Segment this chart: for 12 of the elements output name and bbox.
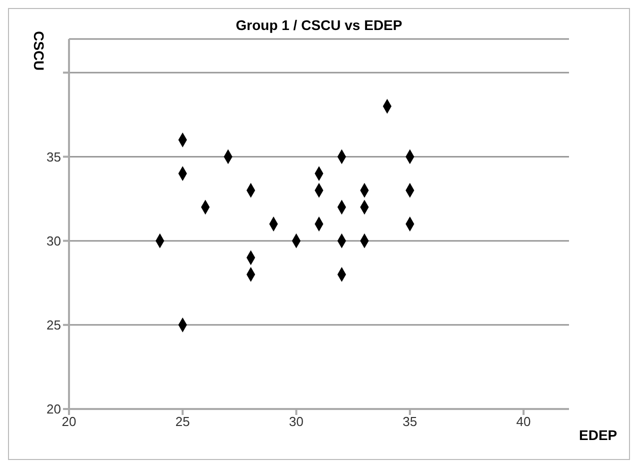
x-tick-label: 20 (62, 414, 76, 430)
x-axis-title: EDEP (579, 426, 618, 443)
y-axis-title: CSCU (31, 31, 47, 71)
chart-title: Group 1 / CSCU vs EDEP (236, 17, 402, 33)
x-tick-label: 25 (175, 414, 190, 430)
y-tick-label: 35 (46, 149, 61, 164)
y-tick-label: 20 (46, 402, 61, 417)
y-tick-label: 25 (46, 318, 61, 333)
x-tick-label: 35 (402, 414, 418, 430)
x-tick-label: 30 (289, 414, 304, 430)
y-tick-label: 30 (46, 233, 61, 248)
x-tick-label: 40 (516, 414, 531, 430)
